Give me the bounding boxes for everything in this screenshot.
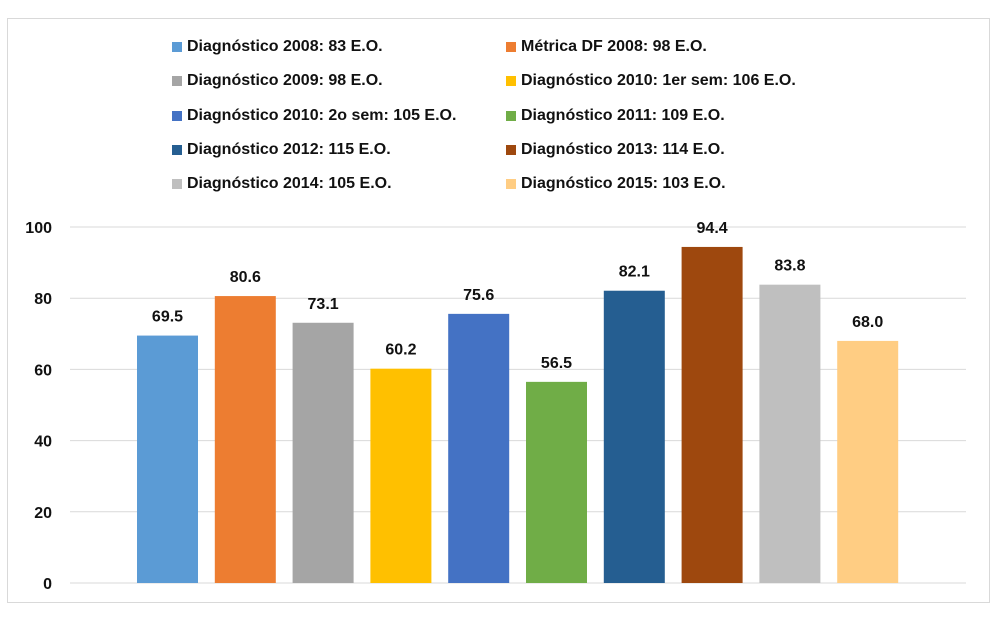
bar — [370, 368, 432, 583]
legend-label: Diagnóstico 2013: 114 E.O. — [521, 140, 725, 158]
data-label: 75.6 — [463, 287, 494, 304]
legend-label: Diagnóstico 2009: 98 E.O. — [187, 72, 383, 90]
legend-swatch — [172, 42, 182, 52]
y-tick-label: 20 — [34, 505, 52, 522]
legend-item: Diagnóstico 2013: 114 E.O. — [506, 141, 725, 159]
legend-label: Diagnóstico 2012: 115 E.O. — [187, 140, 391, 158]
bar — [526, 381, 587, 583]
data-label: 73.1 — [308, 296, 339, 313]
legend-label: Diagnóstico 2011: 109 E.O. — [521, 106, 725, 124]
y-tick-label: 60 — [34, 362, 52, 379]
data-label: 83.8 — [774, 258, 805, 275]
legend-label: Diagnóstico 2014: 105 E.O. — [187, 175, 392, 193]
legend-swatch — [172, 110, 182, 121]
legend-label: Diagnóstico 2010: 2o sem: 105 E.O. — [187, 106, 457, 124]
data-label: 56.5 — [541, 355, 572, 372]
legend-item: Diagnóstico 2014: 105 E.O. — [172, 175, 392, 193]
bar — [681, 246, 743, 583]
legend-label: Diagnóstico 2010: 1er sem: 106 E.O. — [521, 72, 796, 90]
legend-item: Métrica DF 2008: 98 E.O. — [506, 38, 707, 56]
legend-swatch — [506, 42, 516, 52]
legend-item: Diagnóstico 2009: 98 E.O. — [172, 72, 383, 90]
bar — [137, 335, 198, 583]
legend-swatch — [172, 76, 182, 87]
bar — [837, 340, 899, 583]
legend-item: Diagnóstico 2010: 2o sem: 105 E.O. — [172, 107, 456, 125]
legend-item: Diagnóstico 2012: 115 E.O. — [172, 141, 391, 159]
legend-label: Métrica DF 2008: 98 E.O. — [521, 38, 707, 55]
data-label: 94.4 — [697, 220, 728, 237]
bar — [214, 296, 276, 583]
legend-swatch — [506, 76, 516, 87]
legend-swatch — [506, 110, 516, 121]
legend-swatch — [172, 144, 182, 155]
y-tick-label: 100 — [25, 220, 52, 237]
data-label: 69.5 — [152, 309, 183, 326]
data-label: 68.0 — [852, 314, 883, 331]
legend-label: Diagnóstico 2008: 83 E.O. — [187, 38, 383, 55]
y-tick-label: 40 — [34, 434, 52, 451]
legend-label: Diagnóstico 2015: 103 E.O. — [521, 175, 726, 193]
legend-swatch — [506, 179, 516, 190]
data-label: 60.2 — [385, 342, 416, 359]
legend-swatch — [172, 179, 182, 190]
y-tick-label: 0 — [43, 576, 52, 593]
legend-item: Diagnóstico 2011: 109 E.O. — [506, 107, 725, 125]
legend-swatch — [506, 144, 516, 155]
y-tick-label: 80 — [34, 291, 52, 308]
bar — [603, 290, 665, 583]
bar — [292, 322, 354, 583]
data-label: 82.1 — [619, 264, 650, 281]
bar — [759, 284, 821, 583]
legend-item: Diagnóstico 2008: 83 E.O. — [172, 38, 383, 56]
legend-item: Diagnóstico 2010: 1er sem: 106 E.O. — [506, 72, 796, 90]
data-label: 80.6 — [230, 269, 261, 286]
bar — [448, 313, 510, 583]
legend-item: Diagnóstico 2015: 103 E.O. — [506, 175, 726, 193]
